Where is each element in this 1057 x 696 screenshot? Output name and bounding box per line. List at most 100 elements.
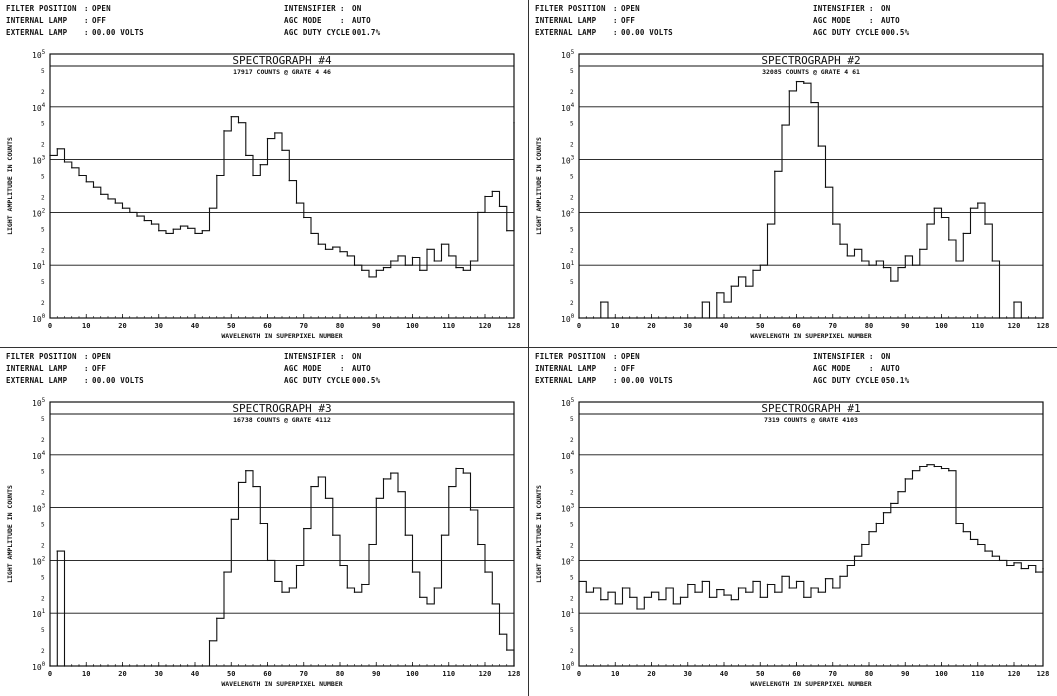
x-tick-label: 100: [406, 670, 419, 678]
status-block: FILTER POSITION OPEN INTENSIFIER ON:: INTERN…: [0, 0, 528, 52]
data-point: [1006, 317, 1008, 319]
data-point: [259, 164, 261, 166]
data-point: [143, 665, 145, 667]
y-minor-tick-label: 2: [570, 89, 574, 96]
data-point: [266, 559, 269, 562]
x-tick-label: 100: [935, 322, 948, 330]
data-point: [187, 665, 189, 667]
data-point: [469, 260, 472, 262]
data-point: [353, 264, 356, 266]
y-minor-tick-label: 5: [41, 173, 45, 180]
data-point: [150, 665, 153, 667]
data-point: [339, 564, 341, 567]
data-point: [716, 292, 718, 294]
data-point: [506, 649, 508, 651]
data-point: [607, 591, 609, 593]
status-filter-value: OPEN: [621, 352, 640, 361]
data-point: [172, 228, 174, 230]
data-point: [650, 317, 653, 319]
data-point: [795, 80, 798, 83]
data-point: [361, 583, 363, 586]
data-point: [404, 264, 406, 266]
data-point: [92, 186, 95, 188]
data-point: [592, 317, 595, 319]
data-point: [455, 467, 457, 470]
data-point: [397, 491, 399, 493]
data-point: [491, 190, 493, 193]
status-intens-value: ON: [352, 4, 362, 13]
data-point: [78, 174, 80, 177]
data-point: [788, 90, 790, 92]
data-point: [585, 317, 587, 319]
x-tick-label: 70: [829, 670, 837, 678]
data-point: [708, 596, 711, 599]
y-minor-tick-label: 5: [570, 521, 574, 528]
status-colon: :: [84, 28, 89, 37]
data-point: [158, 665, 160, 667]
status-filter-value: OPEN: [92, 4, 111, 13]
status-external-value: 00.00 VOLTS: [92, 28, 144, 37]
data-point: [658, 599, 660, 601]
y-tick-label: 104: [561, 102, 575, 113]
y-minor-tick-label: 2: [41, 89, 45, 96]
y-minor-tick-label: 2: [41, 595, 45, 602]
data-point: [832, 223, 834, 225]
data-point: [737, 587, 740, 589]
data-point: [237, 121, 240, 124]
status-colon: :: [869, 28, 874, 37]
chart-title: SPECTROGRAPH #1: [761, 402, 860, 415]
x-axis-label: WAVELENGTH IN SUPERPIXEL NUMBER: [221, 680, 342, 688]
data-point: [868, 264, 870, 266]
data-point: [846, 564, 848, 567]
x-tick-label: 50: [756, 670, 764, 678]
data-point: [911, 469, 914, 472]
y-tick-label: 102: [561, 207, 575, 218]
x-tick-label: 30: [684, 322, 692, 330]
data-point: [303, 216, 305, 219]
x-tick-label: 60: [792, 322, 800, 330]
x-tick-label: 30: [684, 670, 692, 678]
data-point: [85, 181, 87, 183]
y-minor-tick-label: 5: [41, 68, 45, 75]
x-tick-label: 120: [1008, 670, 1021, 678]
status-block: FILTER POSITION OPEN INTENSIFIER ON:: INTERN…: [0, 348, 528, 400]
data-point: [49, 665, 51, 667]
y-minor-tick-label: 5: [570, 574, 574, 581]
status-colon: :: [613, 28, 618, 37]
y-tick-label: 100: [561, 661, 575, 672]
y-minor-tick-label: 2: [570, 195, 574, 202]
x-tick-label: 10: [82, 670, 90, 678]
data-point: [948, 239, 950, 241]
data-point: [759, 264, 761, 266]
x-tick-label: 40: [191, 670, 199, 678]
y-axis-label: LIGHT AMPLITUDE IN COUNTS: [6, 485, 14, 583]
data-point: [266, 137, 269, 140]
data-point: [179, 225, 182, 227]
status-external-label: EXTERNAL LAMP: [535, 28, 597, 37]
data-point: [498, 633, 501, 635]
status-agc-duty-label: AGC DUTY CYCLE: [813, 376, 880, 385]
data-point: [716, 588, 718, 591]
data-point: [237, 481, 240, 484]
data-point: [955, 522, 957, 525]
data-point: [752, 269, 754, 272]
data-point: [926, 223, 928, 225]
status-internal-value: OFF: [92, 16, 107, 25]
data-point: [462, 269, 464, 272]
x-tick-label: 50: [227, 322, 235, 330]
status-internal-value: OFF: [621, 16, 636, 25]
y-tick-label: 105: [561, 49, 575, 60]
y-minor-tick-label: 2: [570, 437, 574, 444]
status-internal-value: OFF: [92, 364, 107, 373]
status-internal-label: INTERNAL LAMP: [535, 16, 597, 25]
data-point: [107, 665, 109, 667]
data-point: [324, 497, 327, 500]
y-minor-tick-label: 5: [41, 627, 45, 634]
data-point: [991, 260, 993, 262]
data-point: [672, 317, 674, 319]
data-point: [136, 215, 138, 217]
data-point: [1006, 564, 1008, 567]
data-point: [788, 587, 790, 589]
data-point: [977, 543, 979, 546]
